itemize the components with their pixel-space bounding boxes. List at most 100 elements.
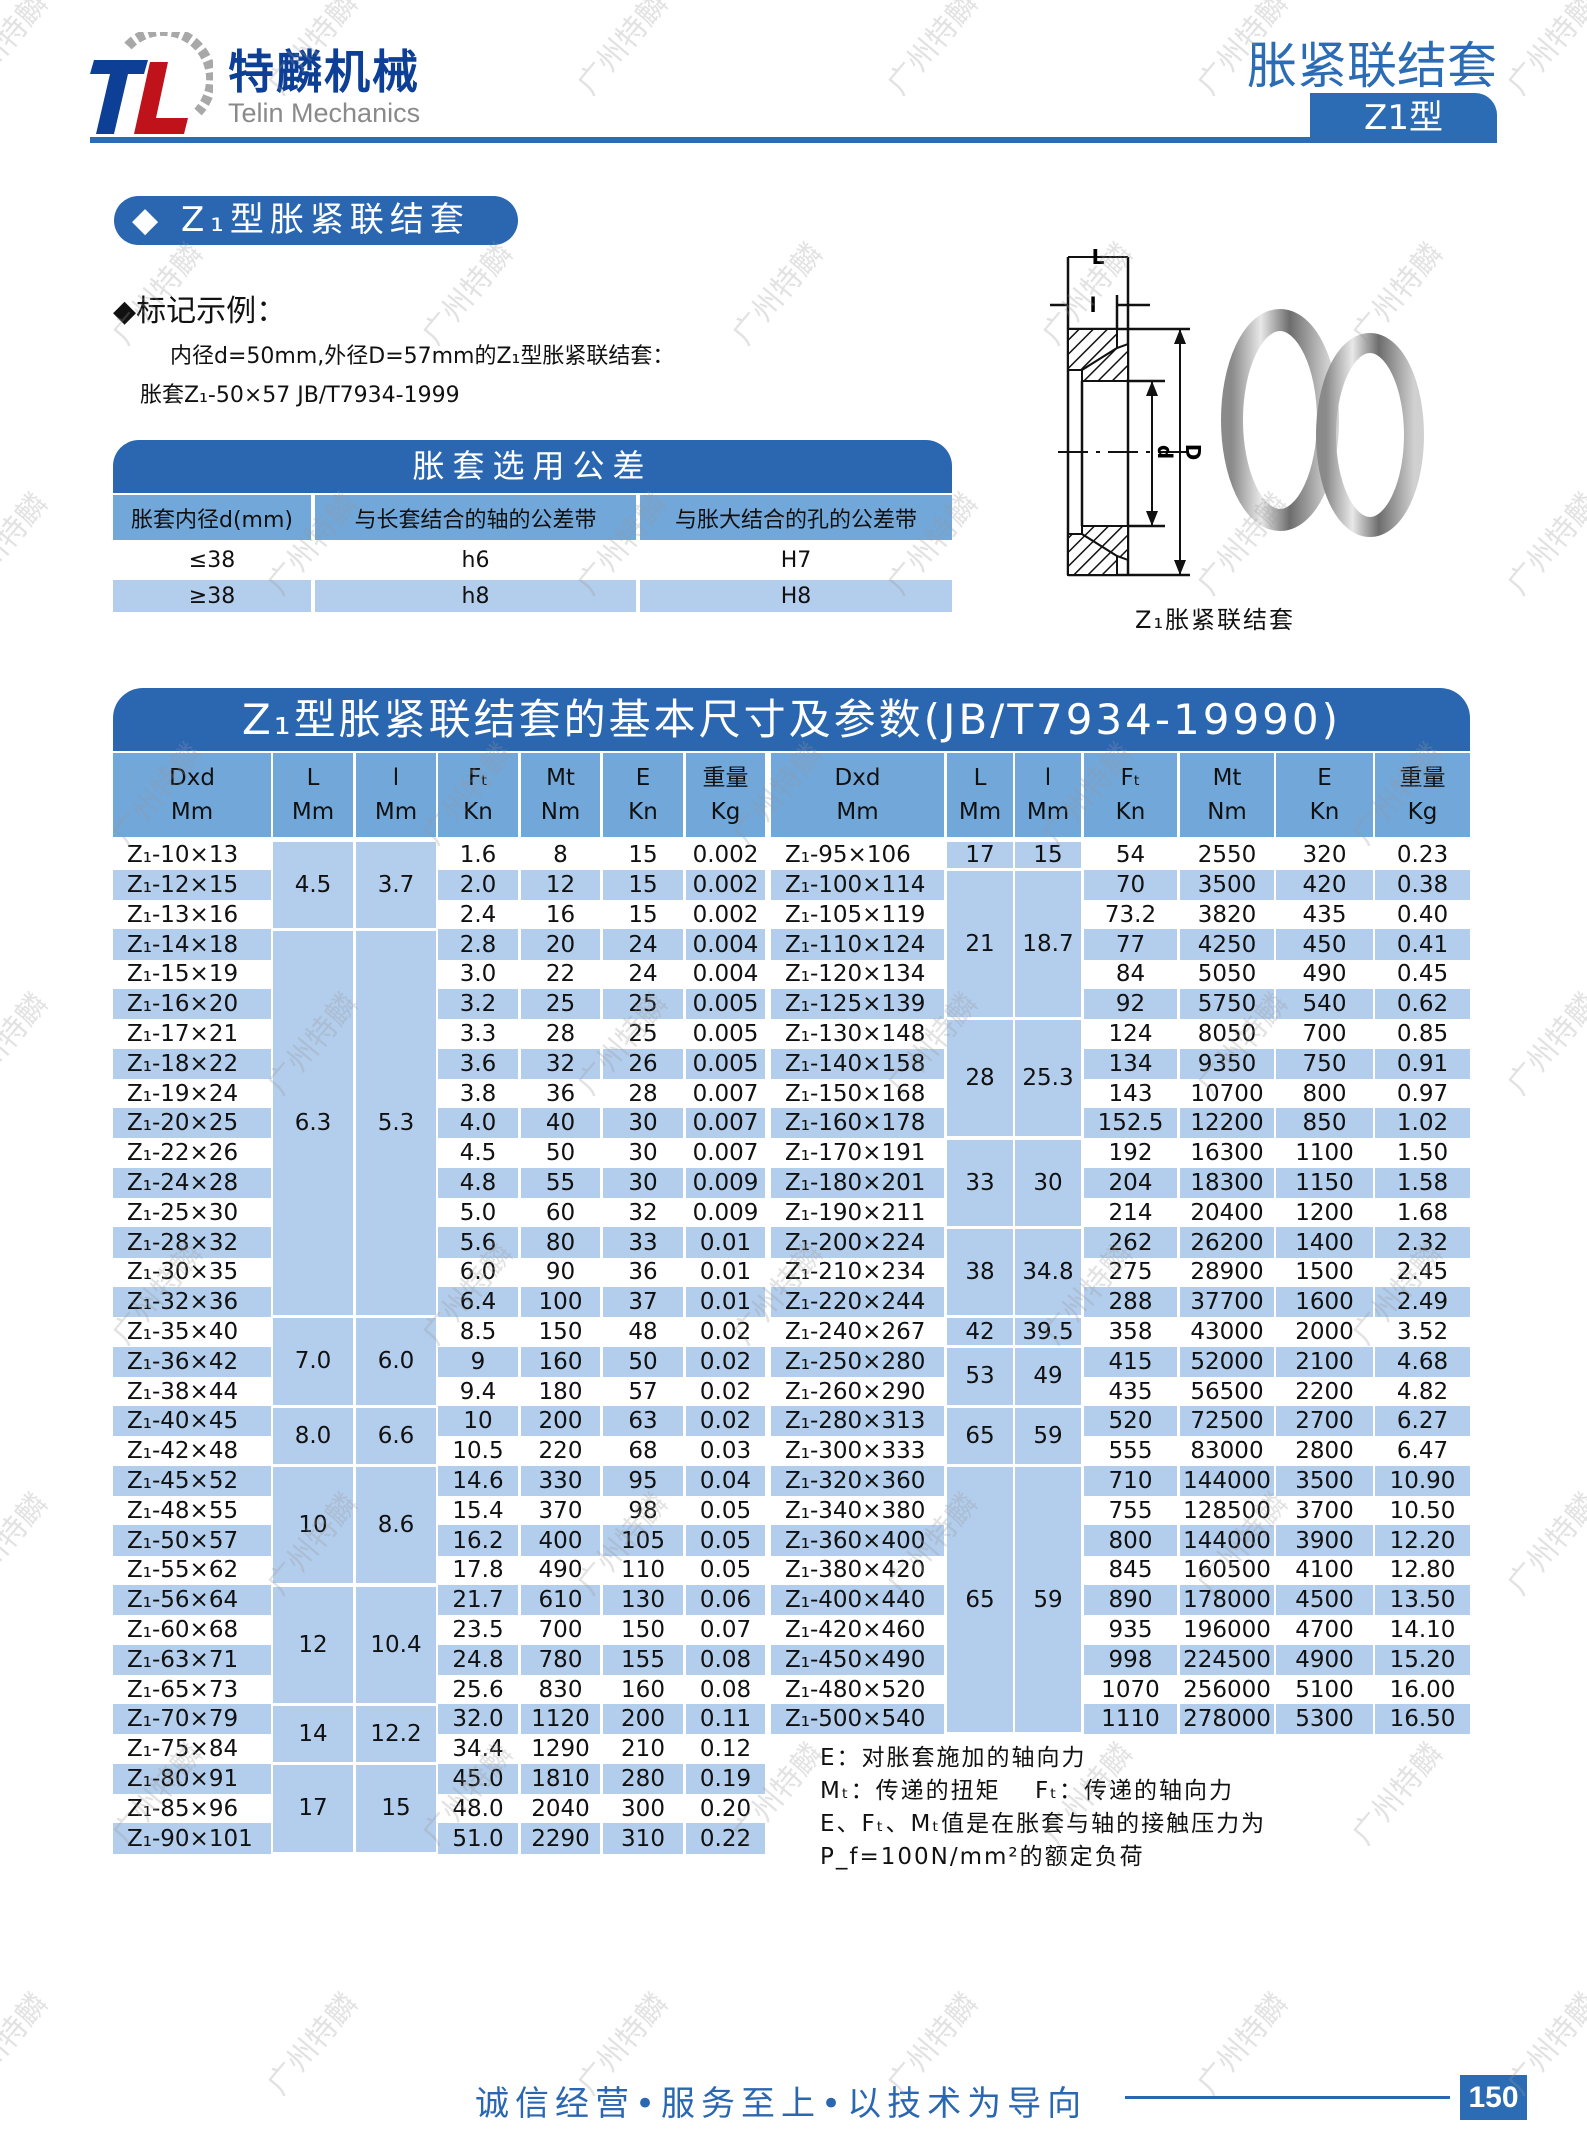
value-cell: 0.03 (699, 1438, 752, 1465)
model-cell: Z₁-140×158 (771, 1048, 944, 1079)
value-cell: 310 (603, 1823, 683, 1854)
model-cell: Z₁-18×22 (113, 1048, 271, 1079)
column-header: Mt Nm (1180, 753, 1274, 837)
length-l-cell: 10.4 (356, 1586, 436, 1703)
value-cell: 0.08 (686, 1644, 765, 1675)
main-table-title: Z₁型胀紧联结套的基本尺寸及参数(JB/T7934-19990) (113, 688, 1470, 751)
value-cell: 1070 (1101, 1676, 1160, 1703)
tolerance-cell: H8 (640, 580, 952, 612)
value-cell: 28900 (1190, 1259, 1264, 1286)
model-cell: Z₁-95×106 (785, 842, 911, 869)
page-number: 150 (1460, 2075, 1527, 2120)
value-cell: 0.005 (692, 1020, 759, 1047)
value-cell: 12.20 (1375, 1525, 1470, 1556)
notes: E：对胀套施加的轴向力 Mₜ：传递的扭矩 Fₜ：传递的轴向力 E、Fₜ、Mₜ值是… (820, 1742, 1266, 1874)
value-cell: 77 (1084, 929, 1177, 960)
length-L-cell: 65 (947, 1407, 1013, 1465)
tolerance-table-title: 胀套选用公差 (113, 440, 952, 493)
model-cell: Z₁-280×313 (771, 1406, 944, 1437)
length-L-cell: 17 (947, 841, 1013, 869)
value-cell: 540 (1276, 989, 1373, 1020)
value-cell: 6.0 (459, 1259, 497, 1286)
column-header-unit: Mm (374, 799, 418, 825)
value-cell: 0.009 (692, 1199, 759, 1226)
value-cell: 25.6 (452, 1676, 504, 1703)
value-cell: 278000 (1180, 1704, 1274, 1735)
value-cell: 92 (1084, 989, 1177, 1020)
model-cell: Z₁-48×55 (127, 1497, 239, 1524)
value-cell: 5100 (1295, 1676, 1354, 1703)
length-l-cell: 18.7 (1015, 871, 1081, 1018)
length-l-cell: 59 (1015, 1407, 1081, 1465)
value-cell: 0.02 (699, 1318, 752, 1345)
value-cell: 280 (603, 1763, 683, 1795)
model-cell: Z₁-180×201 (771, 1167, 944, 1199)
watermark: 广州特麟 (1190, 1987, 1295, 2102)
value-cell: 1600 (1276, 1287, 1373, 1318)
value-cell: 0.62 (1375, 989, 1470, 1020)
value-cell: 16.50 (1375, 1704, 1470, 1735)
value-cell: 143 (1108, 1080, 1153, 1107)
tolerance-header-cell: 胀套内径d(mm) (113, 495, 311, 540)
value-cell: 37 (603, 1287, 683, 1318)
model-cell: Z₁-22×26 (127, 1140, 239, 1167)
model-cell: Z₁-200×224 (771, 1227, 944, 1258)
value-cell: 2.8 (438, 929, 518, 960)
value-cell: 13.50 (1375, 1585, 1470, 1616)
value-cell: 6.27 (1375, 1406, 1470, 1437)
value-cell: 998 (1084, 1644, 1177, 1675)
model-cell: Z₁-450×490 (771, 1644, 944, 1675)
value-cell: 0.05 (699, 1557, 752, 1584)
value-cell: 0.01 (686, 1287, 765, 1318)
value-cell: 0.97 (1396, 1080, 1449, 1107)
value-cell: 10.5 (452, 1438, 504, 1465)
value-cell: 152.5 (1084, 1108, 1177, 1139)
value-cell: 0.91 (1375, 1048, 1470, 1079)
value-cell: 33 (603, 1227, 683, 1258)
length-l-cell: 25.3 (1015, 1020, 1081, 1137)
value-cell: 710 (1084, 1465, 1177, 1497)
value-cell: 12.80 (1389, 1557, 1456, 1584)
model-cell: Z₁-14×18 (113, 929, 271, 960)
value-cell: 1120 (521, 1704, 600, 1735)
value-cell: 51.0 (438, 1823, 518, 1854)
value-cell: 2.49 (1375, 1287, 1470, 1318)
model-cell: Z₁-500×540 (771, 1704, 944, 1735)
column-header-unit: Kg (710, 799, 741, 825)
length-L-cell: 42 (947, 1318, 1013, 1346)
watermark: 广州特麟 (1345, 1737, 1450, 1852)
value-cell: 56500 (1190, 1378, 1264, 1405)
value-cell: 63 (603, 1406, 683, 1437)
value-cell: 2200 (1295, 1378, 1354, 1405)
value-cell: 2040 (531, 1795, 590, 1822)
dim-label-d: d (1153, 445, 1177, 459)
column-header: Fₜ Kn (1084, 753, 1177, 837)
model-cell: Z₁-380×420 (785, 1557, 926, 1584)
value-cell: 262 (1084, 1227, 1177, 1258)
value-cell: 3820 (1197, 901, 1257, 928)
value-cell: 6.47 (1396, 1438, 1449, 1465)
value-cell: 210 (621, 1736, 665, 1763)
value-cell: 1810 (521, 1763, 600, 1795)
column-header-unit: Mm (291, 799, 335, 825)
value-cell: 3500 (1180, 869, 1274, 901)
value-cell: 1.02 (1375, 1108, 1470, 1139)
value-cell: 415 (1084, 1346, 1177, 1377)
value-cell: 755 (1108, 1497, 1153, 1524)
model-cell: Z₁-240×267 (785, 1318, 926, 1345)
note-line: E、Fₜ、Mₜ值是在胀套与轴的接触压力为 (820, 1811, 1267, 1837)
tolerance-header-cell: 与长套结合的轴的公差带 (315, 495, 636, 540)
model-cell: Z₁-38×44 (127, 1378, 239, 1405)
length-l-cell: 15 (1015, 841, 1081, 869)
value-cell: 0.23 (1396, 842, 1449, 869)
column-header: l Mm (356, 753, 436, 837)
ring-photo (1221, 309, 1424, 537)
model-cell: Z₁-400×440 (771, 1585, 944, 1616)
watermark: 广州特麟 (0, 1987, 55, 2102)
watermark: 广州特麟 (880, 0, 985, 102)
value-cell: 160500 (1183, 1557, 1271, 1584)
value-cell: 70 (1084, 869, 1177, 901)
value-cell: 4.5 (459, 1140, 497, 1167)
column-header: Mt Nm (521, 753, 600, 837)
model-cell: Z₁-50×57 (113, 1525, 271, 1556)
